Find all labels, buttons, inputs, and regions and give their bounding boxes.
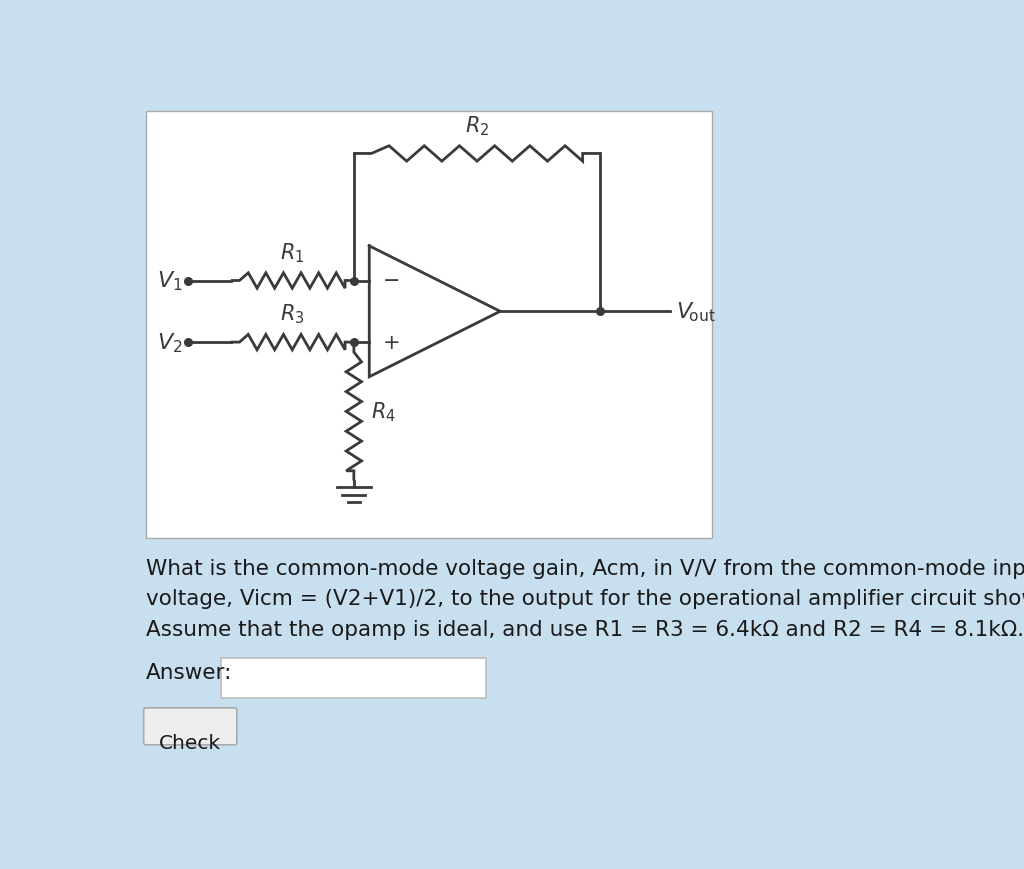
FancyBboxPatch shape: [146, 112, 712, 539]
Text: $R_3$: $R_3$: [280, 302, 304, 326]
Text: What is the common-mode voltage gain, Acm, in V/V from the common-mode input: What is the common-mode voltage gain, Ac…: [146, 558, 1024, 578]
Text: Answer:: Answer:: [146, 662, 232, 682]
Text: Check: Check: [159, 733, 221, 753]
Text: $V_2$: $V_2$: [157, 331, 182, 355]
Text: voltage, Vicm = (V2+V1)/2, to the output for the operational amplifier circuit s: voltage, Vicm = (V2+V1)/2, to the output…: [146, 589, 1024, 609]
Text: Assume that the opamp is ideal, and use R1 = R3 = 6.4kΩ and R2 = R4 = 8.1kΩ.: Assume that the opamp is ideal, and use …: [146, 620, 1024, 640]
Text: $R_4$: $R_4$: [371, 400, 395, 424]
Text: $V_{\!\rm out}$: $V_{\!\rm out}$: [676, 300, 716, 324]
Text: +: +: [383, 333, 400, 353]
FancyBboxPatch shape: [221, 658, 486, 698]
FancyBboxPatch shape: [143, 708, 237, 745]
Text: $R_1$: $R_1$: [281, 241, 304, 264]
Text: −: −: [383, 271, 400, 291]
Text: $V_1$: $V_1$: [157, 269, 182, 293]
Text: $R_2$: $R_2$: [465, 114, 489, 137]
